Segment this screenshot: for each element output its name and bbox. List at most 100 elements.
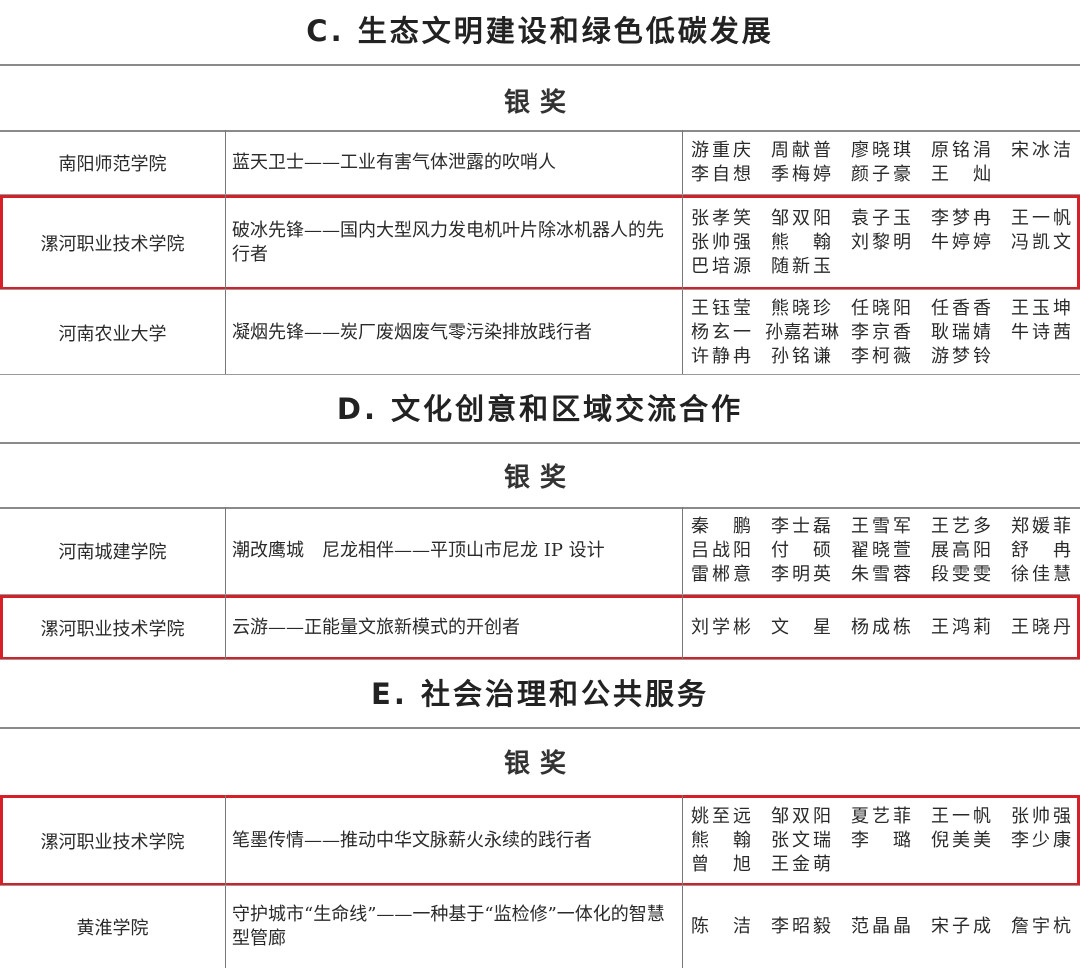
member-name: 张帅强: [691, 231, 751, 253]
member-name: 熊晓珍: [771, 297, 831, 319]
row-divider: [0, 289, 1080, 290]
member-name: 曾 旭: [691, 853, 751, 875]
member-name: 郑媛菲: [1011, 516, 1071, 537]
table-row: 河南农业大学 凝烟先锋——炭厂废烟废气零污染排放践行者 王钰莹 熊晓珍 任晓阳 任香香 王玉…: [0, 290, 1080, 375]
member-name: 袁子玉: [851, 207, 911, 229]
member-name: 巴培源: [691, 255, 751, 277]
team-members: 张孝笑 邹双阳 袁子玉 李梦冉 王一帆 张帅强熊 翰刘黎明 牛婷婷 冯凯文 巴培源 随新玉: [682, 195, 1080, 290]
member-name: 邹双阳: [771, 207, 831, 229]
member-name: 耿瑞婧: [931, 321, 991, 343]
member-name: 姚至远: [691, 805, 751, 827]
project-title: 云游——正能量文旅新模式的开创者: [225, 595, 682, 660]
member-name: 张文瑞: [771, 829, 831, 851]
member-name: 王晓丹: [1011, 616, 1071, 638]
member-name: 王一帆: [1011, 207, 1071, 229]
member-name: 任香香: [931, 297, 991, 319]
member-name: 王鸿莉: [931, 616, 991, 638]
row-divider: [0, 194, 1080, 195]
names-grid: 张孝笑 邹双阳 袁子玉 李梦冉 王一帆 张帅强熊 翰刘黎明 牛婷婷 冯凯文 巴培源 随新玉: [691, 207, 1080, 279]
member-name: 范晶晶: [851, 916, 911, 937]
row-divider: [0, 885, 1080, 886]
member-name: 舒 冉: [1011, 540, 1071, 561]
project-title: 破冰先锋——国内大型风力发电机叶片除冰机器人的先行者: [225, 195, 682, 290]
school-name: 河南城建学院: [58, 542, 167, 563]
project-title: 潮改鹰城 尼龙相伴——平顶山市尼龙 IP 设计: [225, 507, 682, 595]
section-rule: [0, 64, 1080, 66]
section-rule: [0, 727, 1080, 729]
member-name: 付 硕: [771, 540, 831, 561]
table-row: 漯河职业技术学院 笔墨传情——推动中华文脉薪火永续的践行者 姚至远 邹双阳 夏艺菲 王一帆…: [0, 795, 1080, 886]
member-name: 王玉坤: [1011, 297, 1071, 319]
member-name: 冯凯文: [1011, 231, 1071, 253]
member-name: 文 星: [771, 616, 831, 638]
member-name: 雷郴意: [691, 564, 751, 585]
member-name: 倪美美: [931, 829, 991, 851]
member-name: 杨成栋: [851, 616, 911, 638]
school-name: 南阳师范学院: [58, 153, 167, 175]
member-name: 游重庆: [691, 139, 751, 161]
member-name: 夏艺菲: [851, 805, 911, 827]
member-name: 朱雪蓉: [851, 564, 911, 585]
member-name: 陈 洁: [691, 916, 751, 937]
member-name: 詹宇杭: [1011, 916, 1071, 937]
team-members: 刘学彬文 星杨成栋 王鸿莉 王晓丹: [682, 595, 1080, 660]
award-rule: [0, 795, 1080, 797]
member-name: 杨玄一: [691, 321, 751, 343]
member-name: 吕战阳: [691, 540, 751, 561]
project-title: 蓝天卫士——工业有害气体泄露的吹哨人: [225, 130, 682, 195]
member-name: 颜子豪: [851, 163, 911, 185]
member-name: 张孝笑: [691, 207, 751, 229]
table-row: 漯河职业技术学院 破冰先锋——国内大型风力发电机叶片除冰机器人的先行者 张孝笑 邹双阳…: [0, 195, 1080, 290]
section-title: E. 社会治理和公共服务: [371, 677, 709, 711]
school-name: 黄淮学院: [76, 918, 149, 939]
member-name: 李自想: [691, 163, 751, 185]
member-name: 翟晓萱: [851, 540, 911, 561]
member-name: 王 灿: [931, 163, 991, 185]
member-name: 李柯薇: [851, 345, 911, 367]
member-name: 李 璐: [851, 829, 911, 851]
member-name: 李京香: [851, 321, 911, 343]
member-name: 孙铭谦: [771, 345, 831, 367]
member-name: 熊 翰: [771, 231, 831, 253]
member-name: 展高阳: [931, 540, 991, 561]
table-row: 南阳师范学院 蓝天卫士——工业有害气体泄露的吹哨人 游重庆 周献普 廖晓琪 原铭涓 宋冰洁李…: [0, 130, 1080, 195]
section-rule: [0, 442, 1080, 444]
team-members: 游重庆 周献普 廖晓琪 原铭涓 宋冰洁 李自想 季梅婷 颜子豪王 灿: [682, 130, 1080, 195]
member-name: 邹双阳: [771, 805, 831, 827]
project-title: 凝烟先锋——炭厂废烟废气零污染排放践行者: [225, 290, 682, 375]
member-name: 任晓阳: [851, 297, 911, 319]
member-name: 熊 翰: [691, 829, 751, 851]
member-name: 廖晓琪: [851, 139, 911, 161]
member-name: 周献普: [771, 139, 831, 161]
member-name: 刘黎明: [851, 231, 911, 253]
school-name: 漯河职业技术学院: [40, 831, 185, 853]
names-grid: 秦 鹏李士磊 王雪军 王艺多 郑媛菲 吕战阳付 硕翟晓萱 展高阳舒 冉雷郴意 李明英 朱雪蓉段…: [691, 515, 1080, 587]
section-title: D. 文化创意和区域交流合作: [336, 392, 744, 426]
table-row: 漯河职业技术学院 云游——正能量文旅新模式的开创者 刘学彬文 星杨成栋 王鸿莉 王晓丹: [0, 595, 1080, 660]
names-grid: 姚至远 邹双阳 夏艺菲 王一帆 张帅强熊 翰张文瑞李 璐倪美美 李少康曾 旭王金萌: [691, 805, 1080, 877]
row-divider: [0, 374, 1080, 375]
team-members: 陈 洁李昭毅 范晶晶 宋子成 詹宇杭: [682, 886, 1080, 968]
team-members: 秦 鹏李士磊 王雪军 王艺多 郑媛菲 吕战阳付 硕翟晓萱 展高阳舒 冉雷郴意 李明英 朱雪蓉段…: [682, 507, 1080, 595]
award-rule: [0, 507, 1080, 509]
member-name: 孙嘉若琳: [765, 321, 839, 343]
member-name: 李明英: [771, 564, 831, 585]
member-name: 王金萌: [771, 853, 831, 875]
row-divider: [0, 594, 1080, 595]
member-name: 李少康: [1011, 829, 1071, 851]
school-name: 漯河职业技术学院: [40, 618, 185, 640]
school-name: 河南农业大学: [58, 323, 167, 345]
member-name: 王雪军: [851, 516, 911, 537]
team-members: 姚至远 邹双阳 夏艺菲 王一帆 张帅强熊 翰张文瑞李 璐倪美美 李少康曾 旭王金萌: [682, 795, 1080, 886]
row-divider: [0, 659, 1080, 660]
names-grid: 游重庆 周献普 廖晓琪 原铭涓 宋冰洁 李自想 季梅婷 颜子豪王 灿: [691, 139, 1080, 187]
member-name: 张帅强: [1011, 805, 1071, 827]
member-name: 秦 鹏: [691, 516, 751, 537]
member-name: 宋冰洁: [1011, 139, 1071, 161]
member-name: 李士磊: [771, 516, 831, 537]
member-name: 王钰莹: [691, 297, 751, 319]
member-name: 游梦铃: [931, 345, 991, 367]
member-name: 段雯雯: [931, 564, 991, 585]
award-rule: [0, 130, 1080, 132]
award-heading: 银奖: [503, 88, 576, 118]
